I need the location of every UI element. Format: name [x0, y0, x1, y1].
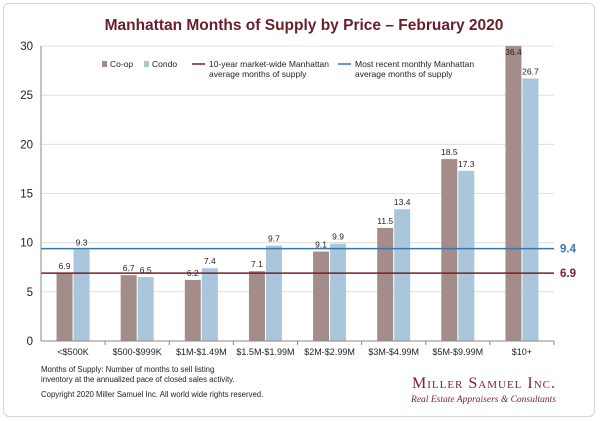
bar-condo: [394, 209, 411, 341]
data-label: 18.5: [441, 147, 458, 157]
bar-co-op: [248, 271, 265, 341]
data-label: 7.1: [251, 259, 263, 269]
footnote-line-1: Months of Supply: Number of months to se…: [41, 365, 214, 374]
y-tick-label: 10: [20, 238, 33, 250]
x-tick-label: $1.5M-$1.99M: [236, 347, 294, 357]
x-tick-label: $10+: [512, 347, 532, 357]
reference-line-value: 6.9: [560, 268, 576, 280]
bar-co-op: [505, 46, 522, 341]
data-label: 13.4: [394, 197, 411, 207]
legend-swatch: [102, 61, 107, 67]
x-tick-label: $3M-$4.99M: [368, 347, 419, 357]
bar-condo: [458, 170, 475, 341]
legend: Co-op Condo 10-year market-wide Manhattana…: [102, 59, 474, 79]
y-tick-label: 0: [27, 336, 33, 348]
y-tick-label: 30: [20, 41, 33, 53]
bar-co-op: [184, 280, 201, 341]
bar-chart: Manhattan Months of Supply by Price – Fe…: [20, 17, 577, 405]
data-label: 9.1: [315, 240, 327, 250]
bar-condo: [265, 245, 282, 341]
data-label: 6.7: [123, 263, 135, 273]
y-tick-label: 5: [27, 287, 33, 299]
y-tick-label: 15: [20, 189, 33, 201]
data-label: 9.3: [76, 238, 88, 248]
bar-co-op: [120, 275, 137, 341]
bar-condo: [522, 78, 539, 341]
brand-name: Miller Samuel Inc.: [412, 375, 556, 392]
legend-label: Co-op: [110, 59, 133, 69]
x-tick-label: $2M-$2.99M: [304, 347, 355, 357]
legend-label: Condo: [152, 59, 177, 69]
data-label: 9.9: [332, 232, 344, 242]
bar-co-op: [56, 273, 73, 341]
legend-label: 10-year market-wide Manhattan: [209, 59, 329, 69]
data-label: 17.3: [458, 159, 475, 169]
legend-label: Most recent monthly Manhattan: [355, 59, 474, 69]
data-label: 26.7: [522, 66, 539, 76]
data-label: 9.7: [268, 234, 280, 244]
x-tick-label: $1M-$1.49M: [176, 347, 227, 357]
y-tick-label: 20: [20, 139, 33, 151]
x-tick-label: $5M-$9.99M: [433, 347, 484, 357]
legend-swatch: [144, 61, 149, 67]
copyright-text: Copyright 2020 Miller Samuel Inc. All wo…: [41, 390, 263, 399]
chart-frame: Manhattan Months of Supply by Price – Fe…: [3, 3, 595, 417]
footnote-line-2: inventory at the annualized pace of clos…: [41, 375, 235, 384]
chart-title: Manhattan Months of Supply by Price – Fe…: [105, 17, 504, 34]
bar-co-op: [377, 227, 394, 341]
bar-condo: [73, 249, 90, 341]
data-label: 11.5: [377, 216, 393, 226]
legend-label: average months of supply: [355, 69, 453, 79]
bar-co-op: [313, 251, 330, 341]
bar-condo: [330, 243, 347, 341]
bar-co-op: [441, 159, 458, 341]
data-label: 36.4: [505, 47, 522, 57]
x-tick-label: $500-$999K: [113, 347, 162, 357]
y-tick-label: 25: [20, 90, 33, 102]
bar-condo: [201, 268, 218, 341]
data-label: 6.9: [59, 261, 71, 271]
x-tick-label: <$500K: [57, 347, 88, 357]
brand-tagline: Real Estate Appraisers & Consultants: [410, 395, 556, 405]
reference-line-value: 9.4: [560, 244, 577, 256]
data-label: 7.4: [204, 256, 216, 266]
bar-condo: [137, 277, 154, 341]
data-label: 6.5: [140, 265, 152, 275]
legend-label: average months of supply: [209, 69, 307, 79]
